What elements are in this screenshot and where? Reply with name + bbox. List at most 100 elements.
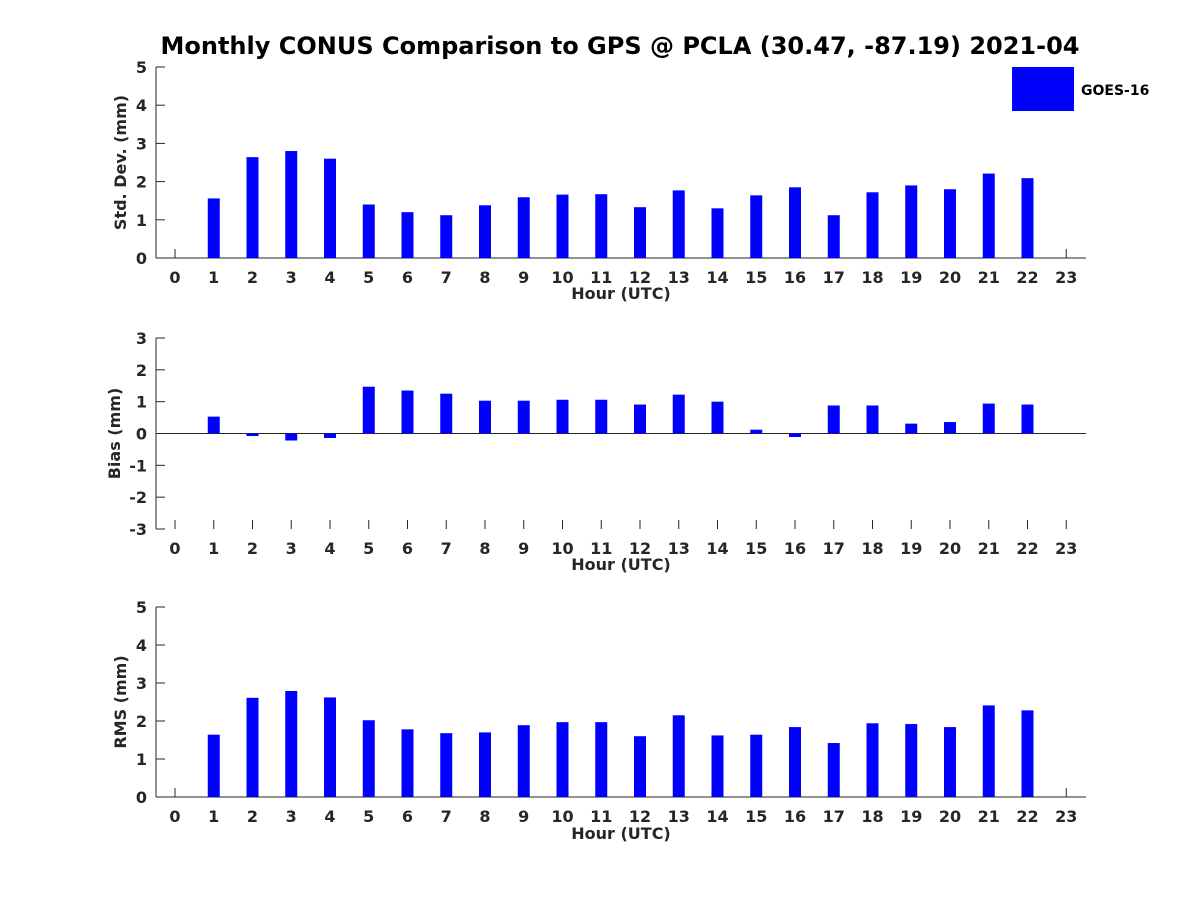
- bar: [362, 720, 375, 797]
- x-tick-label: 2: [247, 807, 258, 826]
- legend: GOES-16: [1012, 67, 1149, 111]
- bar: [827, 743, 840, 797]
- bar: [517, 197, 530, 258]
- bar: [362, 204, 375, 258]
- x-tick-label: 21: [978, 268, 1000, 287]
- bar: [595, 399, 608, 434]
- x-tick-label: 14: [706, 807, 728, 826]
- bar: [982, 403, 995, 434]
- bar: [1021, 178, 1034, 258]
- bar: [634, 207, 646, 258]
- bar: [750, 429, 763, 434]
- bar: [440, 393, 453, 434]
- x-tick-label: 20: [939, 807, 961, 826]
- bar: [595, 722, 608, 797]
- x-tick-label: 6: [402, 807, 413, 826]
- y-axis-label: RMS (mm): [111, 655, 130, 748]
- x-tick-label: 12: [629, 539, 651, 558]
- y-tick-label: 2: [136, 712, 147, 731]
- bar: [944, 422, 956, 434]
- bar: [789, 727, 801, 797]
- x-tick-label: 18: [861, 268, 883, 287]
- bar: [207, 416, 220, 434]
- x-tick-label: 3: [286, 807, 297, 826]
- bar: [750, 734, 763, 797]
- chart-title: Monthly CONUS Comparison to GPS @ PCLA (…: [161, 32, 1080, 60]
- x-axis-label: Hour (UTC): [571, 555, 671, 574]
- bar: [479, 205, 491, 258]
- bar: [440, 733, 453, 797]
- x-tick-label: 19: [900, 268, 922, 287]
- y-tick-label: 1: [136, 393, 147, 412]
- legend-swatch: [1012, 67, 1074, 111]
- x-tick-label: 5: [363, 539, 374, 558]
- y-tick-label: 3: [136, 674, 147, 693]
- x-tick-label: 19: [900, 539, 922, 558]
- y-tick-label: 3: [136, 134, 147, 153]
- bar: [1021, 710, 1034, 797]
- x-tick-label: 9: [518, 539, 529, 558]
- x-tick-label: 1: [208, 539, 219, 558]
- y-tick-label: -1: [129, 456, 147, 475]
- x-tick-label: 12: [629, 268, 651, 287]
- x-tick-label: 9: [518, 807, 529, 826]
- y-tick-label: 1: [136, 211, 147, 230]
- x-axis-label: Hour (UTC): [571, 284, 671, 303]
- x-tick-label: 11: [590, 268, 612, 287]
- bar: [595, 194, 608, 258]
- x-tick-label: 15: [745, 539, 767, 558]
- x-tick-label: 22: [1016, 268, 1038, 287]
- bar: [905, 423, 918, 434]
- x-tick-label: 2: [247, 268, 258, 287]
- x-tick-label: 7: [441, 807, 452, 826]
- x-tick-label: 11: [590, 539, 612, 558]
- x-tick-label: 23: [1055, 539, 1077, 558]
- x-tick-label: 16: [784, 539, 806, 558]
- x-tick-label: 22: [1016, 539, 1038, 558]
- bar: [789, 187, 801, 258]
- bar: [1021, 404, 1034, 434]
- x-tick-label: 22: [1016, 807, 1038, 826]
- x-tick-label: 6: [402, 539, 413, 558]
- bar: [479, 400, 491, 434]
- bar: [517, 400, 530, 434]
- bar: [982, 705, 995, 797]
- bar: [634, 404, 646, 434]
- y-tick-label: 2: [136, 173, 147, 192]
- x-tick-label: 8: [479, 807, 490, 826]
- bar: [556, 194, 569, 258]
- x-tick-label: 13: [668, 539, 690, 558]
- x-tick-label: 23: [1055, 268, 1077, 287]
- bar: [556, 399, 569, 434]
- bar: [672, 190, 685, 258]
- y-tick-label: 0: [136, 425, 147, 444]
- x-tick-label: 14: [706, 539, 728, 558]
- y-tick-label: 5: [136, 58, 147, 77]
- bar: [944, 189, 956, 258]
- bar: [789, 433, 801, 438]
- x-tick-label: 9: [518, 268, 529, 287]
- y-axis-label: Bias (mm): [105, 388, 124, 480]
- bar: [711, 208, 724, 258]
- x-tick-label: 13: [668, 268, 690, 287]
- x-tick-label: 2: [247, 539, 258, 558]
- bar: [517, 725, 530, 797]
- bar: [285, 690, 298, 797]
- bar: [362, 386, 375, 434]
- bar: [246, 433, 259, 437]
- bar: [866, 192, 879, 258]
- x-tick-label: 0: [169, 807, 180, 826]
- bar: [479, 732, 491, 797]
- x-tick-label: 16: [784, 268, 806, 287]
- x-tick-label: 4: [324, 539, 335, 558]
- x-tick-label: 8: [479, 268, 490, 287]
- y-tick-label: 0: [136, 249, 147, 268]
- x-tick-label: 8: [479, 539, 490, 558]
- bar: [324, 158, 336, 258]
- bar: [711, 735, 724, 797]
- x-tick-label: 21: [978, 539, 1000, 558]
- y-tick-label: 4: [136, 96, 147, 115]
- x-tick-label: 19: [900, 807, 922, 826]
- bar: [672, 715, 685, 797]
